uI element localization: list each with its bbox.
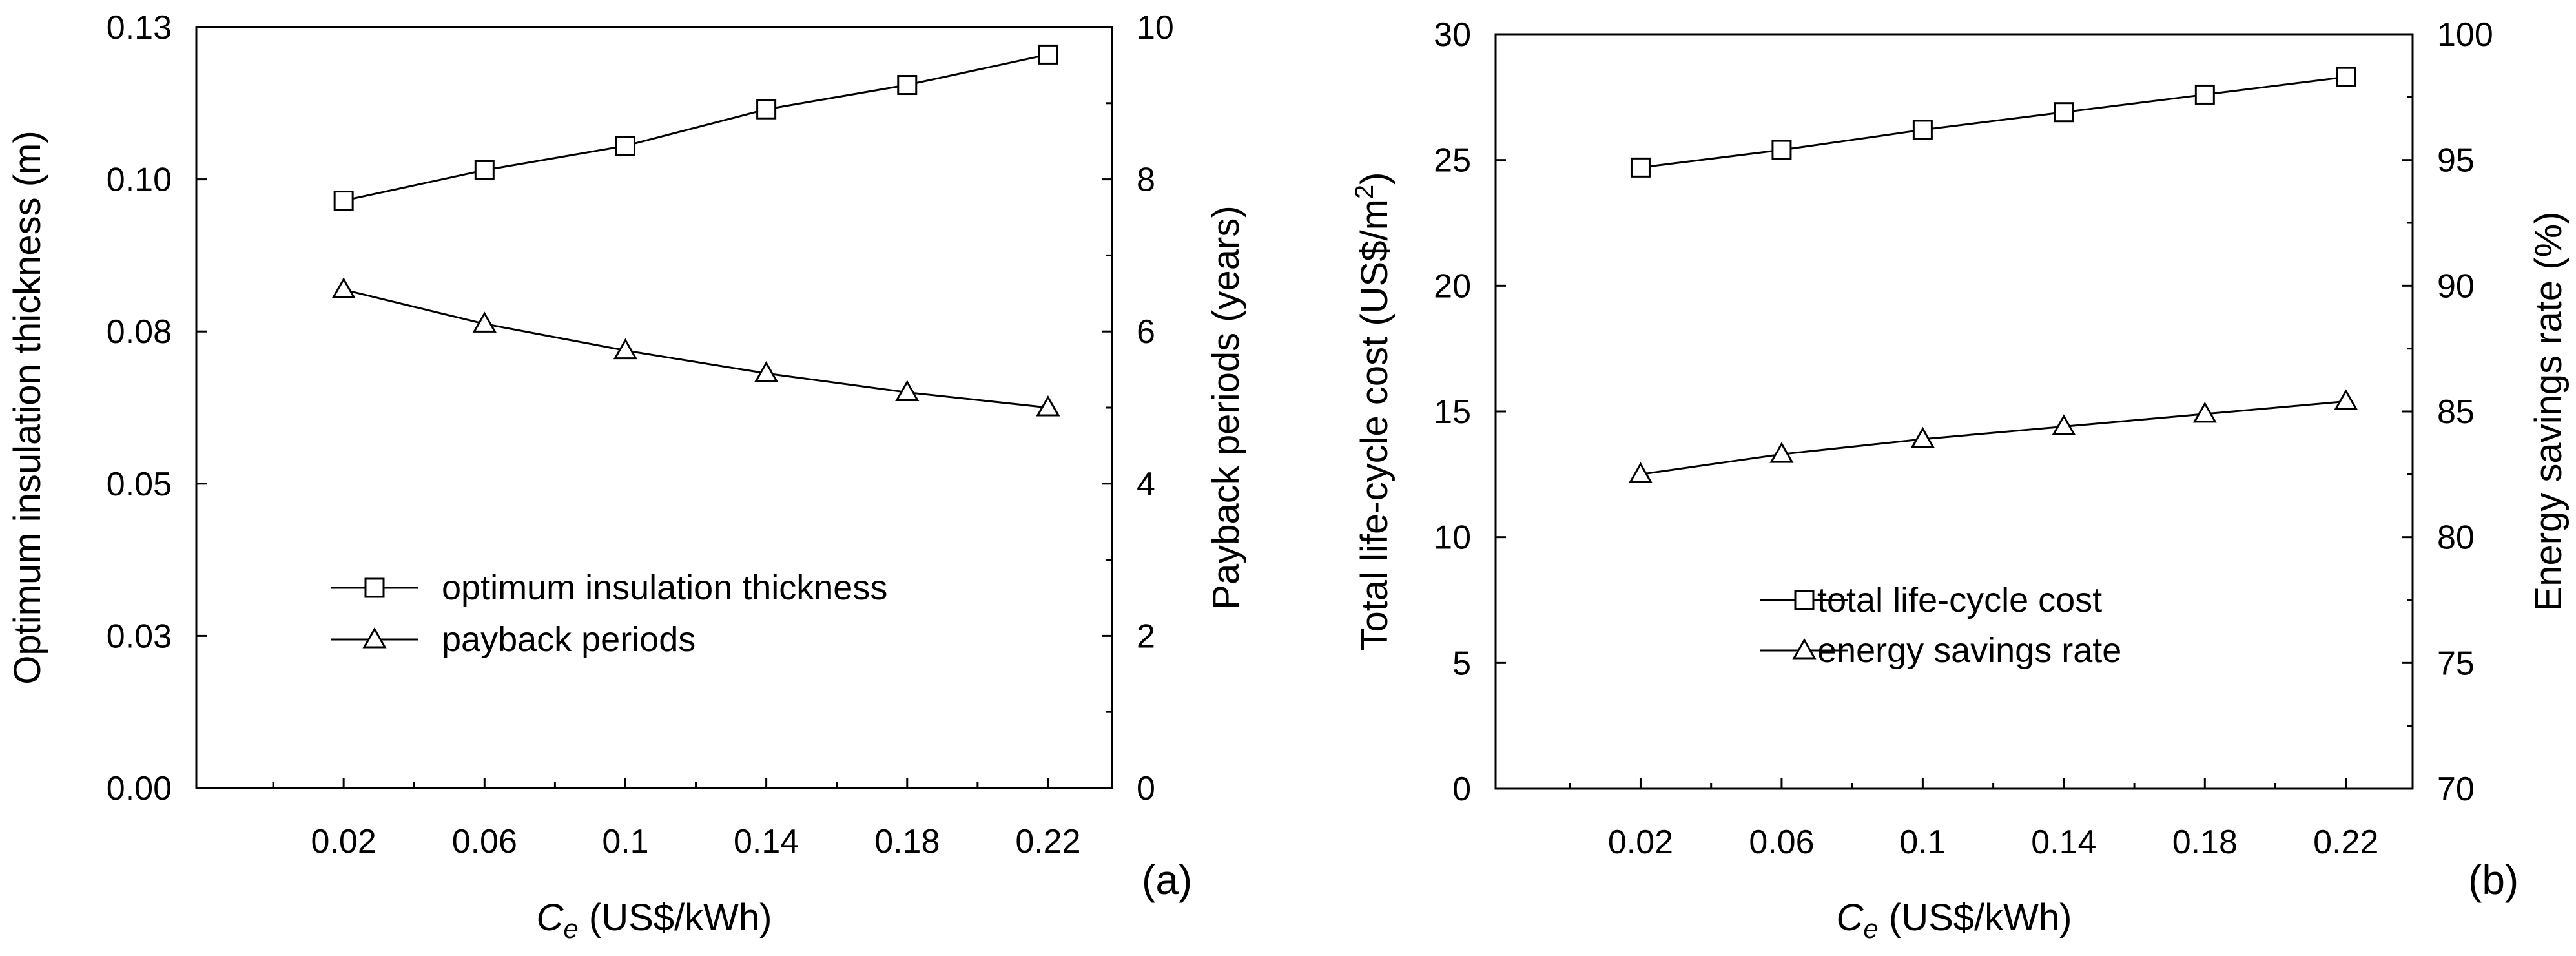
y-left-tick-label: 25 [1434,142,1471,180]
data-point-square [1912,119,1933,140]
y-right-tick-label: 80 [2437,519,2475,557]
x-tick-label: 0.1 [1899,824,1946,861]
y-axis-right-title: Energy savings rate (%) [2528,212,2570,612]
y-axis-left-title: Total life-cycle cost (US$/m2) [1350,172,1396,651]
x-axis-title: Ce (US$/kWh) [1837,897,2072,944]
x-tick-label: 0.02 [1608,824,1673,861]
data-point-triangle [613,338,638,360]
y-right-tick-label: 85 [2437,393,2475,431]
legend-triangle-marker [1792,638,1817,660]
y-left-tick-label: 0.05 [107,466,172,503]
series-group [331,44,1060,417]
legend-text-cost: total life-cycle cost [1817,581,2102,619]
data-point-square [615,136,635,156]
y-left-tick-label: 10 [1434,519,1471,557]
y-left-tick-label: 15 [1434,393,1471,431]
y-left-tick-label: 0.00 [107,770,172,807]
legend-square-marker [1794,590,1815,610]
y-right-tick-label: 2 [1137,618,1155,655]
data-point-triangle [2052,414,2076,435]
data-point-square [2194,84,2215,105]
y-left-tick-label: 0.03 [107,618,172,655]
data-point-square [897,75,918,96]
x-tick-label: 0.06 [452,823,517,860]
panel-b: 0.02 0.06 0.1 0.14 0.18 0.22 0 5 10 15 20 25 30 70 75 8… [1350,16,2570,944]
y-left-tick-label: 0.10 [107,161,172,199]
data-point-square [2054,102,2074,123]
y-right-tick-label: 0 [1137,770,1155,807]
data-point-triangle [1036,395,1060,417]
x-tick-label: 0.14 [734,823,799,860]
series-group [1628,67,2358,483]
data-point-square [1771,140,1792,160]
y-right-tick-label: 4 [1137,466,1155,503]
data-point-square [1630,157,1651,178]
data-point-triangle [1910,426,1935,448]
data-point-square [2336,67,2356,87]
series-line-1 [1640,400,2346,475]
x-axis-title: Ce (US$/kWh) [537,897,772,944]
data-point-triangle [472,311,497,333]
data-point-square [1038,44,1058,65]
legend: optimum insulation thickness payback per… [331,568,887,659]
data-point-square [333,191,354,211]
legend-text-savings: energy savings rate [1817,631,2121,670]
x-tick-label: 0.14 [2031,824,2096,861]
y-left-tick-label: 0.08 [107,313,172,351]
data-point-square [756,99,777,119]
axis-ticks: 0.02 0.06 0.1 0.14 0.18 0.22 0 5 10 15 20 25 30 70 75 8… [1434,16,2493,861]
y-left-tick-label: 0.13 [107,9,172,47]
legend-text-thickness: optimum insulation thickness [442,568,887,607]
plot-area-frame [1494,33,2414,790]
panel-label: (b) [2468,857,2519,903]
data-point-triangle [2192,401,2217,423]
y-right-tick-label: 70 [2437,771,2475,808]
legend-triangle-marker [362,627,387,649]
legend-text-payback: payback periods [442,620,696,659]
x-tick-label: 0.06 [1749,824,1814,861]
y-right-tick-label: 10 [1137,9,1174,47]
series-line-0 [1640,76,2346,169]
y-left-tick-label: 20 [1434,267,1471,305]
data-point-triangle [2334,389,2358,410]
panel-label: (a) [1142,857,1192,903]
data-point-triangle [754,360,779,382]
legend-square-marker [364,577,385,598]
data-point-triangle [895,380,920,401]
data-point-triangle [1628,462,1653,483]
x-tick-label: 0.18 [874,823,940,860]
y-left-tick-label: 0 [1452,771,1471,808]
x-tick-label: 0.22 [1015,823,1080,860]
y-right-tick-label: 95 [2437,142,2475,180]
axis-ticks: 0.02 0.06 0.1 0.14 0.18 0.22 0.00 0.03 0.05 0.08 0… [107,9,1174,860]
y-right-tick-label: 75 [2437,645,2475,682]
y-right-tick-label: 8 [1137,161,1155,199]
x-tick-label: 0.02 [311,823,376,860]
y-right-tick-label: 6 [1137,313,1155,351]
x-tick-label: 0.22 [2313,824,2378,861]
y-axis-left-title: Optimum insulation thickness (m) [6,130,48,684]
series-line-0 [343,53,1049,202]
legend: total life-cycle cost energy savings rat… [1760,581,2121,670]
plot-area-frame [195,26,1113,789]
x-tick-label: 0.1 [602,823,648,860]
data-point-triangle [331,277,356,298]
data-point-square [474,160,495,180]
series-line-1 [343,288,1049,409]
data-point-triangle [1769,442,1794,463]
y-left-tick-label: 5 [1452,645,1471,682]
y-right-tick-label: 100 [2437,16,2493,54]
y-axis-right-title: Payback periods (years) [1205,205,1247,609]
y-right-tick-label: 90 [2437,267,2475,305]
panel-a: 0.02 0.06 0.1 0.14 0.18 0.22 0.00 0.03 0.05 0.08 0… [6,9,1247,944]
x-tick-label: 0.18 [2172,824,2238,861]
y-left-tick-label: 30 [1434,16,1471,54]
